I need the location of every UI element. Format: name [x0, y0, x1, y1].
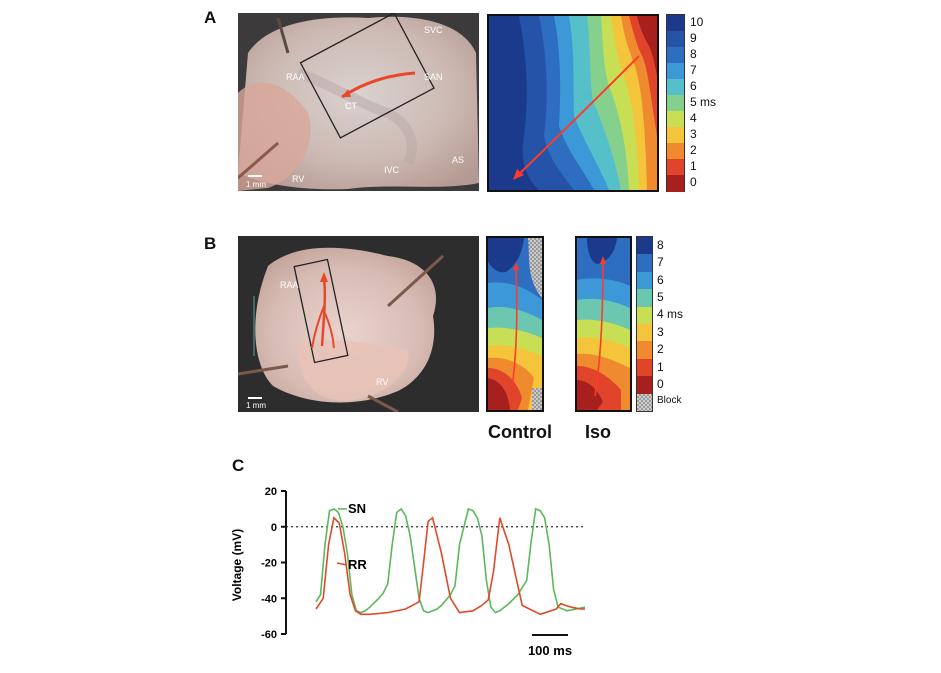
iso-caption: Iso — [585, 422, 612, 442]
colorbar-segment — [637, 341, 652, 360]
colorbar-segment — [667, 79, 684, 96]
panel-b-tissue-photo: RAA RV 1 mm — [238, 236, 479, 412]
panel-a-isochrone-map — [489, 16, 657, 190]
panel-a-letter: A — [204, 8, 217, 27]
colorbar-segment — [667, 15, 684, 32]
scale-bar-label: 1 mm — [246, 180, 266, 189]
colorbar-tick-label: 8 — [657, 237, 664, 252]
colorbar-tick-label: 1 — [657, 359, 664, 374]
colorbar-segment — [667, 175, 684, 192]
label-ct: CT — [345, 101, 357, 111]
colorbar-segment — [637, 306, 652, 325]
panel-b-control-map — [486, 236, 544, 412]
colorbar-segment — [637, 358, 652, 377]
series-label-rr: RR — [348, 557, 367, 572]
label-raa: RAA — [286, 72, 305, 82]
colorbar-segment — [637, 289, 652, 308]
y-tick-label: -60 — [261, 629, 277, 641]
colorbar-segment — [667, 47, 684, 64]
panel-c-voltage-chart: 20 0 -20 -40 -60 SN RR Voltage (mV) 100 ms — [230, 486, 586, 658]
time-scale-bar-label: 100 ms — [528, 643, 572, 658]
y-tick-label: -40 — [261, 593, 277, 605]
colorbar-tick-label: 1 — [690, 159, 697, 173]
time-scale-bar: 100 ms — [528, 634, 572, 658]
control-caption: Control — [488, 422, 552, 442]
label-san: SAN — [424, 72, 443, 82]
colorbar-tick-label: 8 — [690, 47, 697, 61]
series-line-sn — [315, 507, 586, 614]
control-isochrone-map — [488, 238, 542, 410]
series-line-rr — [315, 516, 585, 616]
colorbar-segment — [667, 159, 684, 176]
panel-a-tissue-image — [238, 13, 479, 191]
colorbar-segment — [667, 95, 684, 112]
colorbar-tick-label: 0 — [690, 175, 697, 189]
colorbar-tick-label: 4 ms — [657, 307, 684, 322]
colorbar-segment — [637, 254, 652, 273]
colorbar-tick-label: 0 — [657, 376, 664, 391]
colorbar-segment — [667, 143, 684, 160]
y-axis-label: Voltage (mV) — [230, 529, 244, 601]
colorbar-segment — [637, 237, 652, 255]
y-tick-label: 20 — [265, 486, 277, 498]
label-rv: RV — [376, 377, 389, 387]
label-as: AS — [452, 155, 465, 165]
colorbar-tick-label: 3 — [690, 127, 697, 141]
iso-isochrone-map — [577, 238, 630, 410]
colorbar-tick-label: 3 — [657, 324, 664, 339]
panel-a-activation-map — [487, 14, 659, 192]
scale-bar-label: 1 mm — [246, 401, 266, 410]
panel-c-letter: C — [232, 456, 245, 475]
panel-a-tissue-photo: SVC RAA SAN CT RV IVC AS 1 mm — [238, 13, 479, 191]
colorbar-segment — [637, 271, 652, 290]
colorbar-segment — [637, 393, 652, 412]
colorbar-segment — [667, 127, 684, 144]
colorbar-tick-label: 9 — [690, 31, 697, 45]
y-tick-label: 0 — [271, 522, 277, 534]
colorbar-tick-label: 2 — [690, 143, 697, 157]
colorbar-tick-label: 2 — [657, 342, 664, 357]
colorbar-tick-label: 5 ms — [690, 95, 717, 109]
panel-b-iso-map — [575, 236, 632, 412]
colorbar-segment — [667, 31, 684, 48]
panel-b-colorbar — [636, 236, 653, 412]
panel-b-tissue-image — [238, 236, 479, 412]
label-ivc: IVC — [384, 165, 400, 175]
colorbar-tick-label: 5 — [657, 289, 664, 304]
y-tick-label: -20 — [261, 558, 277, 570]
colorbar-segment — [637, 324, 652, 342]
colorbar-segment — [667, 63, 684, 80]
label-svc: SVC — [424, 25, 443, 35]
colorbar-tick-label: 6 — [657, 272, 664, 287]
panel-a-colorbar — [666, 14, 685, 192]
label-raa: RAA — [280, 280, 299, 290]
colorbar-tick-label: 7 — [690, 63, 697, 77]
colorbar-tick-label: Block — [657, 395, 682, 407]
colorbar-tick-label: 10 — [690, 15, 704, 29]
colorbar-tick-label: 7 — [657, 255, 664, 270]
series-leader-rr — [336, 562, 348, 566]
colorbar-tick-label: 6 — [690, 79, 697, 93]
panel-b-letter: B — [204, 234, 217, 253]
series-label-sn: SN — [348, 501, 366, 516]
colorbar-segment — [637, 376, 652, 395]
label-rv: RV — [292, 174, 305, 184]
colorbar-segment — [667, 111, 684, 128]
colorbar-tick-label: 4 — [690, 111, 697, 125]
